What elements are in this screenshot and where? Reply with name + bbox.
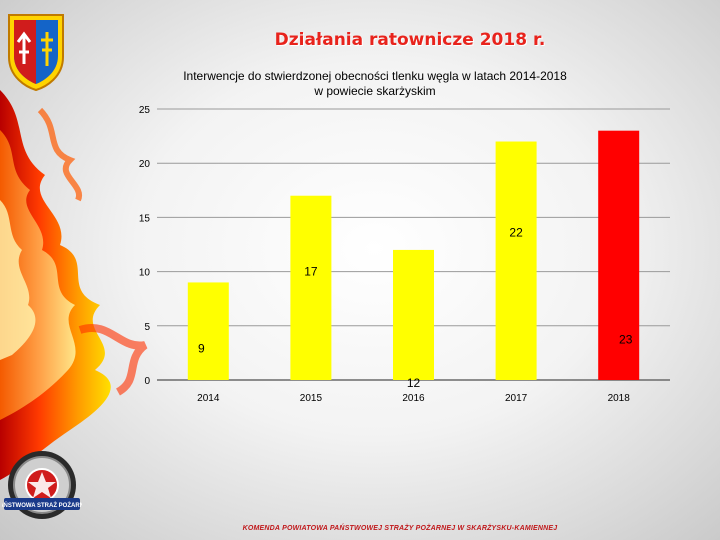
data-label: 23 [619,333,633,347]
x-tick-label: 2016 [402,393,425,404]
y-axis-ticks: 0 5 10 15 20 25 [139,105,151,387]
y-tick-label: 10 [139,268,151,279]
chart-title: Interwencje do stwierdzonej obecności tl… [140,69,610,99]
data-label: 12 [407,376,421,390]
x-tick-label: 2018 [608,393,631,404]
footer-text: KOMENDA POWIATOWA PAŃSTWOWEJ STRAŻY POŻA… [242,525,558,532]
y-tick-label: 0 [144,376,150,387]
slide-title: Działania ratownicze 2018 r. [274,30,546,50]
x-axis-labels: 2014 2015 2016 2017 2018 [197,393,630,404]
bar-2018 [598,130,640,380]
data-label: 22 [509,226,523,240]
county-crest-icon [8,14,64,92]
x-tick-label: 2015 [300,393,323,404]
y-tick-label: 15 [139,213,151,224]
y-tick-label: 20 [139,159,151,170]
data-labels: 9 17 12 22 23 [198,226,633,390]
fire-service-badge-icon: PAŃSTWOWA STRAŻ POŻARNA [2,451,82,519]
y-tick-label: 5 [144,322,150,333]
y-tick-label: 25 [139,105,151,116]
data-label: 17 [304,265,318,279]
flames-decoration [0,90,148,480]
x-tick-label: 2014 [197,393,220,404]
data-label: 9 [198,341,205,355]
x-tick-label: 2017 [505,393,528,404]
bar-2016 [393,249,434,380]
chart-title-line-2: w powiecie skarżyskim [314,84,436,98]
chart-title-line-1: Interwencje do stwierdzonej obecności tl… [183,69,567,83]
badge-text: PAŃSTWOWA STRAŻ POŻARNA [2,501,82,509]
chart-bars [187,130,640,380]
bar-2017 [495,141,537,380]
bar-2015 [290,195,332,380]
bar-2014 [187,282,229,380]
